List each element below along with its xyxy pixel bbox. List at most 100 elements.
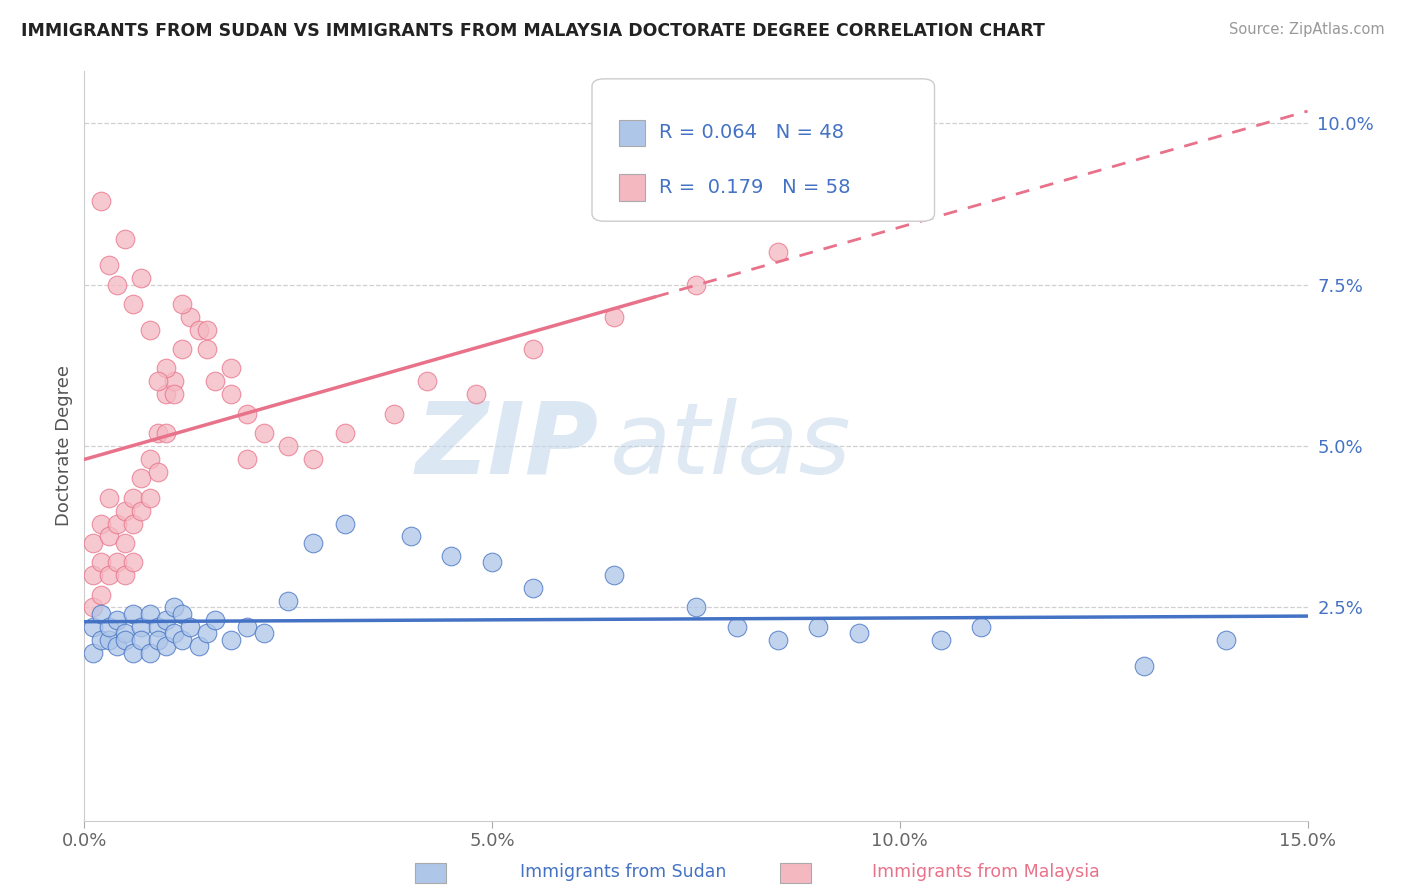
Point [848, 626, 870, 640]
Point [114, 503, 136, 517]
FancyBboxPatch shape [619, 175, 644, 201]
Point [82, 646, 104, 660]
Point [187, 323, 209, 337]
Point [90, 555, 112, 569]
Point [172, 607, 194, 621]
Point [970, 620, 993, 634]
Point [236, 407, 259, 421]
Point [335, 426, 357, 441]
Point [163, 600, 186, 615]
Point [90, 607, 112, 621]
Point [236, 451, 259, 466]
Point [195, 626, 218, 640]
Point [725, 620, 748, 634]
Point [155, 387, 177, 401]
Point [97, 491, 120, 505]
Point [163, 626, 186, 640]
Point [122, 516, 145, 531]
Point [204, 614, 226, 628]
Point [195, 342, 218, 356]
Text: R =  0.179   N = 58: R = 0.179 N = 58 [659, 178, 851, 197]
Point [97, 568, 120, 582]
Point [114, 632, 136, 647]
Text: IMMIGRANTS FROM SUDAN VS IMMIGRANTS FROM MALAYSIA DOCTORATE DEGREE CORRELATION C: IMMIGRANTS FROM SUDAN VS IMMIGRANTS FROM… [21, 22, 1045, 40]
Point [522, 581, 544, 595]
Point [131, 632, 153, 647]
Point [82, 568, 104, 582]
Point [105, 516, 128, 531]
Point [163, 375, 186, 389]
Point [464, 387, 486, 401]
Point [807, 620, 830, 634]
Point [146, 375, 169, 389]
Point [131, 503, 153, 517]
Point [301, 451, 323, 466]
Point [122, 646, 145, 660]
Point [131, 620, 153, 634]
Point [146, 426, 169, 441]
Point [105, 614, 128, 628]
Point [155, 426, 177, 441]
Point [277, 439, 299, 453]
Point [131, 471, 153, 485]
Point [90, 588, 112, 602]
Point [179, 620, 201, 634]
Point [766, 632, 789, 647]
Point [219, 387, 242, 401]
Point [146, 632, 169, 647]
Point [253, 426, 276, 441]
Point [277, 594, 299, 608]
Text: Source: ZipAtlas.com: Source: ZipAtlas.com [1229, 22, 1385, 37]
Point [1133, 658, 1156, 673]
Point [685, 600, 707, 615]
Point [929, 632, 952, 647]
Point [219, 361, 242, 376]
Point [105, 555, 128, 569]
Point [172, 342, 194, 356]
Text: Immigrants from Malaysia: Immigrants from Malaysia [872, 863, 1099, 881]
Point [138, 451, 160, 466]
Point [105, 639, 128, 653]
Point [236, 620, 259, 634]
Point [114, 232, 136, 246]
Point [138, 607, 160, 621]
Point [301, 536, 323, 550]
Point [90, 516, 112, 531]
Point [82, 600, 104, 615]
Point [122, 491, 145, 505]
Y-axis label: Doctorate Degree: Doctorate Degree [55, 366, 73, 526]
FancyBboxPatch shape [592, 78, 935, 221]
Text: atlas: atlas [610, 398, 852, 494]
Point [97, 632, 120, 647]
Point [399, 529, 422, 543]
Point [97, 258, 120, 272]
Point [82, 536, 104, 550]
Point [179, 310, 201, 324]
Point [253, 626, 276, 640]
Point [82, 620, 104, 634]
Point [172, 632, 194, 647]
Point [138, 646, 160, 660]
Point [122, 555, 145, 569]
Point [382, 407, 405, 421]
Point [155, 614, 177, 628]
Point [138, 323, 160, 337]
Point [97, 529, 120, 543]
Point [90, 632, 112, 647]
Point [522, 342, 544, 356]
Text: ZIP: ZIP [415, 398, 598, 494]
Point [114, 626, 136, 640]
Point [138, 491, 160, 505]
Point [90, 194, 112, 208]
Point [146, 465, 169, 479]
Point [685, 277, 707, 292]
Point [195, 323, 218, 337]
Text: R = 0.064   N = 48: R = 0.064 N = 48 [659, 123, 844, 143]
Point [440, 549, 463, 563]
Point [603, 568, 626, 582]
Point [481, 555, 503, 569]
Point [155, 361, 177, 376]
Point [155, 639, 177, 653]
Point [146, 620, 169, 634]
Point [1215, 632, 1237, 647]
